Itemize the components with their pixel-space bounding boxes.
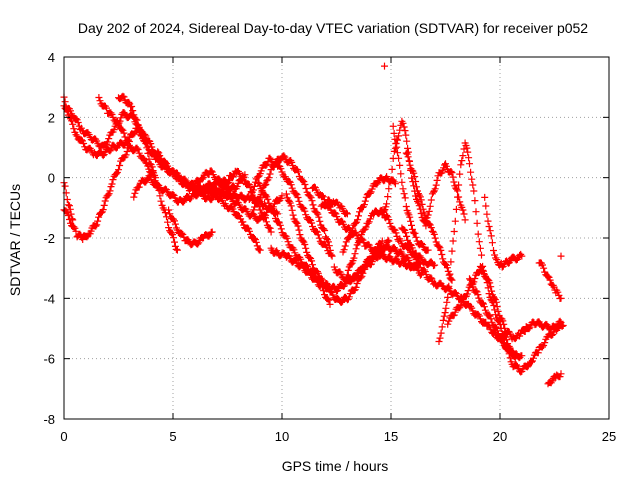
y-tick-label: 4 — [48, 50, 55, 65]
y-tick-label: 0 — [48, 171, 55, 186]
y-tick-label: -4 — [43, 291, 55, 306]
y-tick-label: -8 — [43, 412, 55, 427]
data-point-markers — [165, 206, 216, 249]
x-tick-label: 20 — [493, 429, 507, 444]
y-axis-label: SDTVAR / TECUs — [7, 184, 23, 296]
data-point-markers — [219, 167, 275, 236]
x-tick-label: 0 — [60, 429, 67, 444]
x-axis-label: GPS time / hours — [282, 458, 389, 474]
series-track-11 — [195, 188, 264, 254]
series-track-32 — [500, 321, 567, 376]
data-point-markers — [195, 188, 264, 254]
data-point-markers — [317, 196, 351, 218]
series-track-19 — [317, 196, 351, 218]
series-track-35 — [557, 252, 565, 260]
series-track-12 — [219, 167, 275, 236]
data-point-markers — [544, 370, 565, 388]
data-point-markers — [481, 193, 526, 271]
data-layer — [60, 62, 567, 388]
data-point-markers — [381, 62, 388, 70]
series-track-33 — [535, 259, 565, 302]
data-point-markers — [330, 241, 425, 285]
series-track-31 — [481, 193, 526, 271]
series-track-16 — [267, 244, 334, 308]
data-point-markers — [389, 122, 432, 255]
series-track-20 — [330, 241, 425, 285]
data-point-markers — [535, 259, 565, 302]
x-tick-label: 25 — [602, 429, 616, 444]
series-track-24 — [389, 122, 432, 255]
data-point-markers — [557, 252, 565, 260]
x-tick-label: 5 — [169, 429, 176, 444]
x-tick-label: 10 — [275, 429, 289, 444]
series-track-34 — [544, 370, 565, 388]
y-tick-label: -6 — [43, 352, 55, 367]
data-point-markers — [422, 160, 469, 225]
data-point-markers — [267, 244, 334, 308]
chart-title: Day 202 of 2024, Sidereal Day-to-day VTE… — [78, 20, 588, 36]
series-track-09 — [165, 206, 216, 249]
series-track-36 — [381, 62, 388, 70]
y-tick-label: -2 — [43, 231, 55, 246]
y-tick-label: 2 — [48, 110, 55, 125]
series-track-27 — [422, 160, 469, 225]
x-tick-label: 15 — [384, 429, 398, 444]
data-point-markers — [500, 321, 567, 376]
